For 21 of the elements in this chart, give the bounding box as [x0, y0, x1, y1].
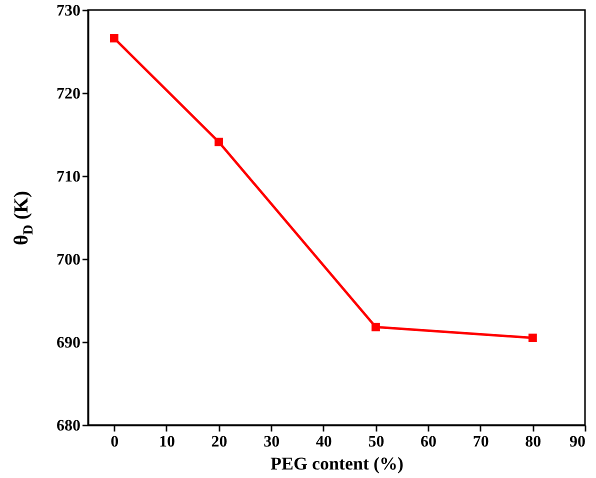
y-tick-label: 700	[56, 252, 80, 268]
point	[528, 334, 537, 342]
point	[110, 34, 118, 42]
y-tick-label: 680	[56, 418, 80, 434]
x-tick-label: 40	[316, 434, 332, 450]
x-tick-label: 30	[264, 434, 280, 450]
x-tick-label: 70	[472, 434, 489, 450]
y-tick-label: 730	[56, 2, 80, 20]
y-tick-label: 690	[56, 334, 80, 352]
x-tick-label: 0	[110, 434, 119, 450]
x-tick-label: 50	[368, 434, 384, 450]
x-tick-label: 10	[158, 434, 175, 450]
x-tick-label: 80	[525, 434, 542, 450]
point	[372, 322, 380, 332]
x-tick-label: 20	[211, 434, 228, 450]
x-axis-title: PEG content (%)	[270, 454, 404, 474]
x-tick-label: 60	[420, 434, 437, 450]
x-tick-label: 90	[570, 434, 586, 450]
point	[214, 138, 223, 146]
y-tick-label: 710	[56, 168, 80, 186]
y-tick-label: 720	[56, 86, 80, 102]
